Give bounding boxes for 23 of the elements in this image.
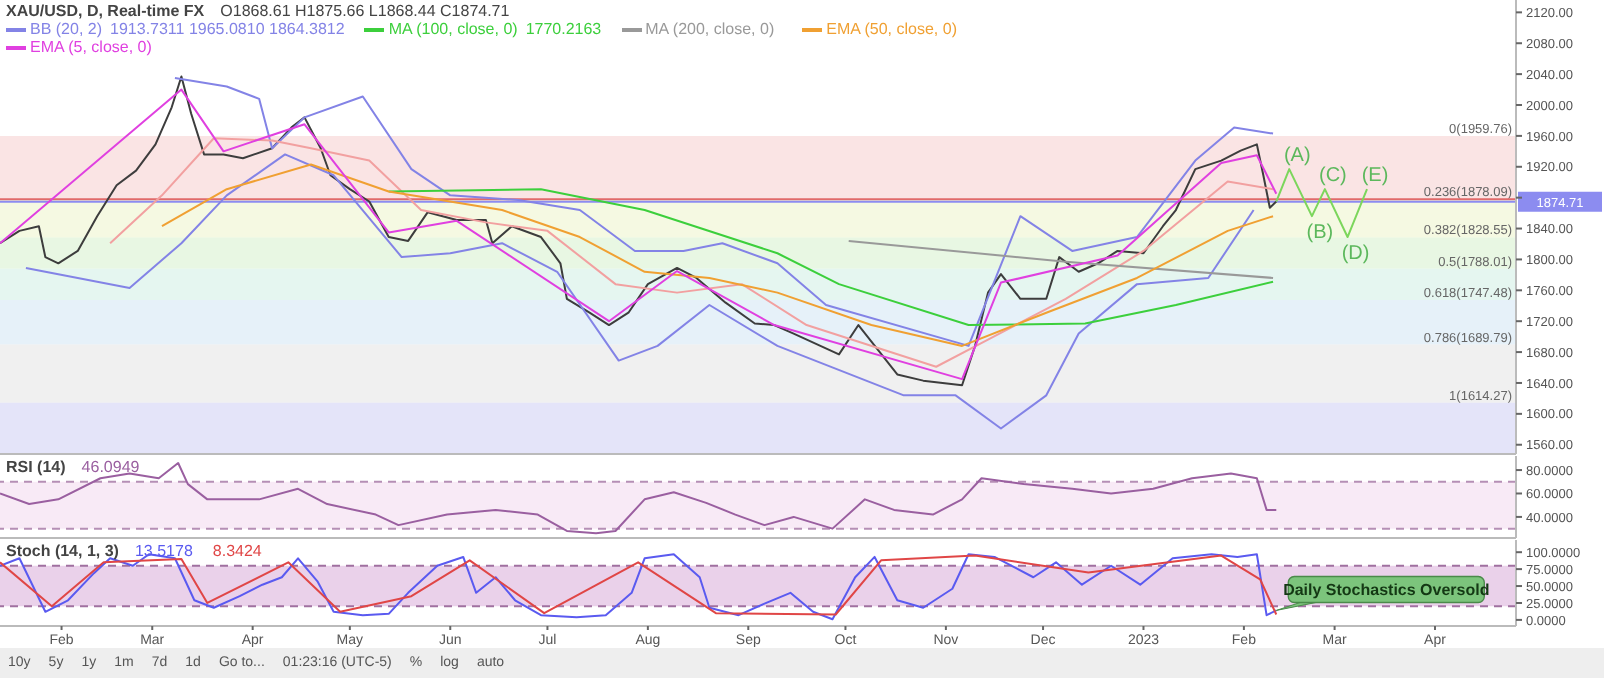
line-series: [387, 188, 1275, 327]
annotation: 8.3424: [212, 542, 262, 560]
annotation: (D): [1341, 243, 1370, 266]
chart-title: RSI (14): [6, 458, 66, 476]
annotation: (A): [1283, 145, 1311, 168]
annotation: 13.5178: [134, 542, 193, 560]
legend-label: BB (20, 2): [30, 20, 103, 38]
annotation: (E): [1361, 165, 1389, 188]
chart-title: Stoch (14, 1, 3): [6, 542, 119, 560]
annotation: (B): [1306, 222, 1334, 245]
chart-title: XAU/USD, D, Real-time FX: [6, 2, 205, 20]
chart-subtitle: O1868.61 H1875.66 L1868.44 C1874.71: [220, 2, 512, 20]
line-series: [109, 137, 1275, 368]
legend-label: EMA (5, close, 0): [30, 38, 152, 56]
legend-label: MA (200, close, 0): [645, 20, 775, 38]
annotation: 46.0949: [81, 458, 140, 476]
annotation: (C): [1318, 165, 1347, 188]
annotation: 1913.7311 1965.0810 1864.3812: [110, 20, 345, 38]
legend-label: EMA (50, close, 0): [826, 20, 957, 38]
line-series: [160, 163, 1275, 347]
legend-label: MA (100, close, 0): [388, 20, 518, 38]
line-series: [0, 462, 1278, 535]
annotation: 1770.2163: [525, 20, 602, 38]
